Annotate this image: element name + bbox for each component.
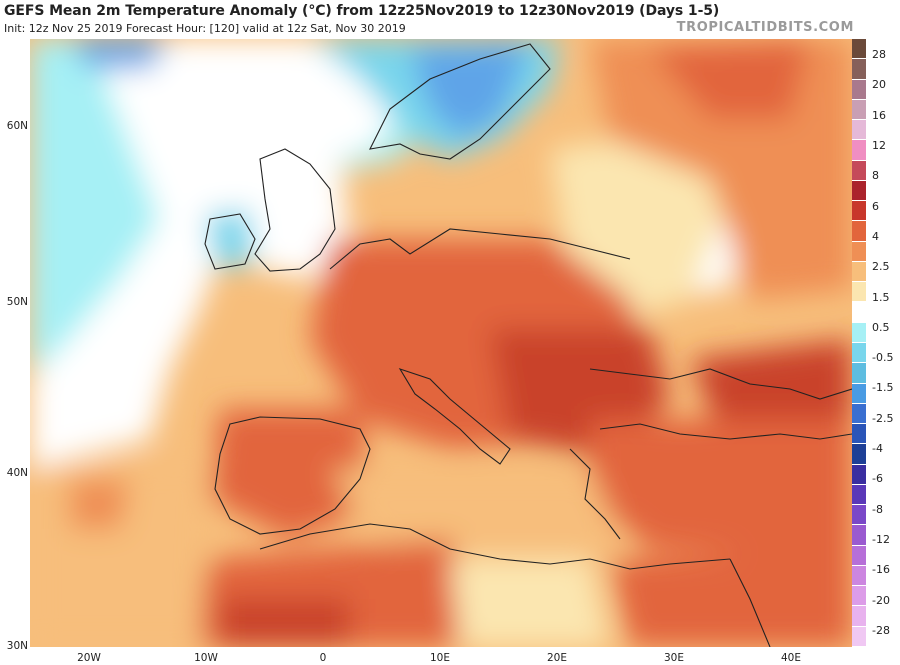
- colorbar-label: -16: [872, 563, 890, 577]
- colorbar-swatch: [852, 505, 866, 526]
- lat-label-60n: 60N: [6, 120, 28, 132]
- colorbar-swatch: [852, 444, 866, 465]
- lat-label-40n: 40N: [6, 467, 28, 479]
- colorbar-swatch: [852, 160, 866, 181]
- libya-pale: [450, 559, 610, 647]
- lon-label-10w: 10W: [194, 652, 218, 664]
- colorbar-label: -8: [872, 502, 883, 516]
- colorbar-swatch: [852, 565, 866, 587]
- colorbar-swatch: [852, 545, 866, 566]
- eastern-europe-pale: [550, 129, 730, 319]
- temperature-anomaly-map: [30, 39, 852, 647]
- egypt-hot: [610, 549, 852, 647]
- colorbar-swatch: [852, 322, 866, 343]
- lon-label-20w: 20W: [77, 652, 101, 664]
- colorbar-swatch: [852, 99, 866, 121]
- lon-label-10e: 10E: [430, 652, 450, 664]
- lat-label-50n: 50N: [6, 296, 28, 308]
- colorbar-label: 12: [872, 138, 886, 152]
- colorbar-label: 4: [872, 229, 879, 243]
- colorbar-swatch: [852, 464, 866, 485]
- lon-label-40e: 40E: [781, 652, 801, 664]
- colorbar-swatch: [852, 626, 866, 647]
- colorbar-swatch: [852, 120, 866, 141]
- coastlines: [204, 43, 852, 647]
- colorbar-label: 8: [872, 169, 879, 183]
- colorbar-label: -1.5: [872, 381, 894, 395]
- colorbar-swatch: [852, 424, 866, 445]
- brand-watermark: TROPICALTIDBITS.COM: [676, 20, 854, 35]
- colorbar-label: -4: [872, 442, 883, 456]
- colorbar-swatch: [852, 180, 866, 202]
- africa-hottest: [220, 599, 350, 647]
- colorbar-swatch: [852, 59, 866, 80]
- colorbar-label: -0.5: [872, 351, 894, 365]
- colorbar-swatch: [852, 363, 866, 384]
- lat-label-30n: 30N: [6, 640, 28, 652]
- chart-subtitle: Init: 12z Nov 25 2019 Forecast Hour: [12…: [4, 22, 406, 35]
- colorbar-label: -20: [872, 593, 890, 607]
- russia-hot: [650, 39, 810, 119]
- colorbar-swatch: [852, 302, 866, 323]
- colorbar-label: 2.5: [872, 260, 890, 274]
- colorbar-swatch: [852, 282, 866, 303]
- colorbar-label: -2.5: [872, 411, 894, 425]
- colorbar-label: 1.5: [872, 290, 890, 304]
- chart-title: GEFS Mean 2m Temperature Anomaly (°C) fr…: [4, 3, 720, 19]
- ireland-cool: [205, 209, 255, 269]
- colorbar-swatch: [852, 39, 866, 60]
- colorbar-legend: 28 20 16 12 8 6 4 2.5 1.5 0.5 -0.5 -1.5 -2.5 -4 -6 -8 -1…: [852, 39, 900, 647]
- lon-label-20e: 20E: [547, 652, 567, 664]
- colorbar-label: 20: [872, 78, 886, 92]
- colorbar-swatch: [852, 140, 866, 161]
- lon-label-0: 0: [319, 652, 327, 664]
- turkey-hot: [590, 419, 852, 559]
- colorbar-swatch: [852, 241, 866, 262]
- colorbar-swatch: [852, 221, 866, 242]
- atlantic-south-hot: [70, 479, 130, 529]
- colorbar-swatch: [852, 343, 866, 364]
- colorbar-swatch: [852, 525, 866, 546]
- colorbar-swatch: [852, 403, 866, 425]
- iceland-cold: [70, 39, 170, 69]
- colorbar-label: -28: [872, 624, 890, 637]
- colorbar-label: 28: [872, 48, 886, 61]
- colorbar-swatch: [852, 261, 866, 283]
- colorbar-label: 0.5: [872, 320, 890, 334]
- colorbar-label: -6: [872, 472, 883, 486]
- colorbar-swatch: [852, 586, 866, 607]
- colorbar-label: -12: [872, 533, 890, 547]
- colorbar-swatch: [852, 201, 866, 222]
- scandinavia-deep-cold: [410, 44, 530, 139]
- iberia-hot: [210, 409, 370, 539]
- colorbar-label: 16: [872, 108, 886, 122]
- colorbar-swatch: [852, 79, 866, 100]
- colorbar-swatch: [852, 484, 866, 506]
- colorbar-label: 6: [872, 199, 879, 213]
- colorbar-swatch: [852, 606, 866, 627]
- colorbar-swatch: [852, 383, 866, 404]
- lon-label-30e: 30E: [664, 652, 684, 664]
